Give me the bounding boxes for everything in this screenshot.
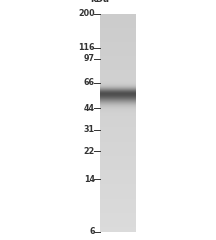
Text: 22: 22 <box>84 147 95 156</box>
Text: 44: 44 <box>84 104 95 113</box>
Text: 31: 31 <box>84 126 95 134</box>
Text: 14: 14 <box>84 175 95 184</box>
Text: 66: 66 <box>84 78 95 87</box>
Text: 97: 97 <box>84 54 95 64</box>
Text: 6: 6 <box>89 228 95 236</box>
Text: 200: 200 <box>78 10 95 18</box>
Text: kDa: kDa <box>91 0 110 4</box>
Text: 116: 116 <box>78 43 95 52</box>
